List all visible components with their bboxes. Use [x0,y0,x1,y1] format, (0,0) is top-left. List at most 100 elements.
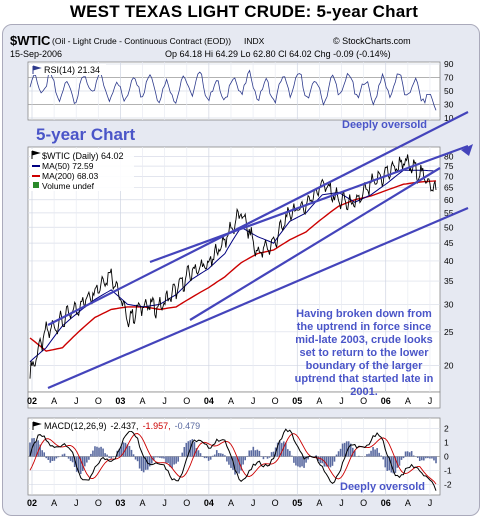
macd-label: MACD(12,26,9) -2.437, -1.957, -0.479 [44,421,200,431]
macd-hist-bar [211,455,214,457]
macd-hist-bar [382,456,385,460]
macd-hist-bar [161,456,163,459]
macd-hist-bar [284,442,287,457]
macd-hist-bar [79,456,82,475]
macd-hist-bar [39,444,41,457]
x-axis-labels: 02 02 A A J J O O 03 03 A A J J O O 04 04 A A J J O O 05 05 A A J J O O… [27,396,432,508]
macd-hist-bar [207,456,210,461]
macd-hist-bar [29,442,31,457]
trendline-lower-long [47,206,469,390]
header-source: © StockCharts.com [333,36,411,46]
macd-hist-bar [248,450,251,457]
macd-hist-bar [315,455,318,457]
macd-hist-bar [343,442,346,457]
macd-hist-bar [366,454,368,457]
macd-hist-bar [209,456,212,460]
macd-hist-bar [325,456,328,467]
macd-hist-bar [423,456,425,461]
macd-hist-bar [53,456,56,461]
macd-hist-bar [175,456,177,464]
macd-hist-bar [301,456,303,467]
macd-hist-bar [128,445,131,457]
macd-hist-bar [297,456,299,467]
macd-hist-bar [278,440,281,457]
header-exchange: INDX [244,36,265,46]
macd-hist-bar [167,456,169,463]
macd-hist-bar [384,456,387,468]
price-tick-label: 25 [444,327,454,337]
macd-hist-bar [47,456,50,460]
macd-hist-bar [191,439,194,457]
x-tick-label: A [316,396,322,406]
macd-tick-label: -1 [444,466,452,476]
macd-hist-bar [118,448,121,457]
macd-hist-bar [368,453,370,457]
macd-hist-bar [102,448,104,457]
ma200-line [29,180,437,352]
macd-hist-bar [282,441,285,457]
price-tick-label: 20 [444,360,454,370]
macd-hist-bar [230,456,232,468]
macd-hist-bar [132,454,135,457]
macd-hist-bar [199,453,202,457]
legend-volume-swatch [33,182,39,188]
macd-hist-bar [392,456,395,474]
macd-hist-bar [228,456,230,465]
macd-hist-bar [408,452,411,457]
macd-hist-bar [262,456,265,460]
macd-hist-bar [81,456,84,471]
rsi-tick-label: 50 [444,86,454,96]
legend-symbol: $WTIC (Daily) 64.02 [42,151,124,161]
macd-hist-bar [252,446,255,457]
macd-hist-bar [319,456,322,464]
macd-hist-bar [378,452,380,457]
price-tick-label: 30 [444,299,454,309]
macd-hist-bar [100,446,102,457]
macd-hist-bar [77,456,80,473]
macd-hist-bar [136,456,139,462]
macd-hist-bar [92,450,94,457]
arrow-head-icon [461,144,473,156]
macd-hist-bar [157,456,159,458]
macd-hist-bar [177,456,179,462]
macd-hist-bar [266,456,269,459]
macd-hist-bar [134,456,137,460]
macd-hist-bar [110,456,112,459]
macd-hist-bar [94,446,96,457]
rsi-line [29,69,437,111]
macd-hist-bar [43,452,46,457]
macd-tick-label: 2 [444,423,449,433]
macd-hist-bar [144,456,147,470]
header-date: 15-Sep-2006 [10,49,62,59]
x-tick-label-bottom: J [339,498,344,508]
macd-hist-bar [429,456,431,459]
macd-hist-bar [187,441,190,457]
macd-hist-bar [240,456,242,471]
macd-hist-bar [420,456,423,461]
macd-hist-bar [51,456,54,461]
macd-hist-bar [256,449,259,457]
macd-hist-bar [45,456,48,459]
main-annotation-line: set to return to the lower [300,347,430,359]
macd-hist-bar [425,456,427,459]
main-annotation-line: 2001. [350,386,378,398]
macd-hist-bar [193,441,196,457]
macd-hist-bar [67,456,70,459]
macd-hist-bar [108,456,110,458]
macd-hist-bar [268,456,271,458]
macd-hist-bar [69,456,72,461]
x-tick-label-bottom: 03 [115,498,125,508]
x-tick-label: A [140,396,146,406]
macd-hist-bar [220,453,222,457]
macd-hist-bar [126,444,129,457]
macd-hist-bar [386,456,389,471]
x-tick-label: O [95,396,102,406]
macd-hist-bar [75,456,78,472]
macd-hist-bar [412,455,415,457]
macd-hist-bar [84,456,86,467]
macd-hist-bar [86,456,88,463]
macd-hist-bar [349,443,352,457]
macd-hist-bar [71,456,74,463]
x-tick-label: O [183,396,190,406]
macd-hist-bar [402,456,405,459]
